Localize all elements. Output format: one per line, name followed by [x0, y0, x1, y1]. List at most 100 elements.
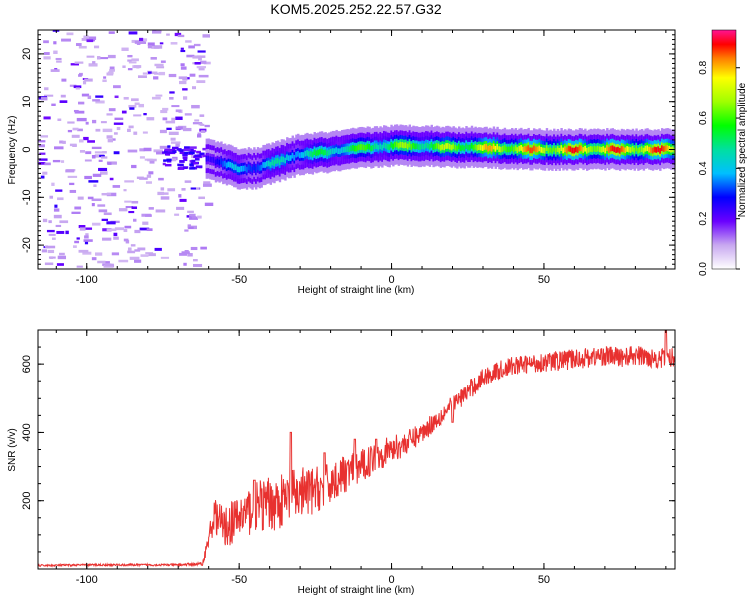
- spectral-signal-mark: [395, 141, 399, 148]
- spectral-noise-mark: [91, 154, 96, 159]
- spectral-noise-mark: [91, 257, 97, 261]
- spectral-signal-mark: [650, 147, 653, 153]
- spectral-noise-mark: [87, 95, 92, 99]
- spectral-signal-mark: [222, 161, 225, 167]
- spectral-noise-mark: [199, 128, 207, 132]
- spectral-noise-mark: [153, 149, 163, 153]
- spectral-noise-mark: [55, 224, 62, 228]
- spectral-noise-mark: [82, 80, 87, 85]
- spectral-signal-mark: [666, 145, 669, 151]
- spectral-signal-mark: [353, 145, 357, 152]
- spectral-signal-mark: [571, 147, 574, 154]
- spectral-noise-mark: [97, 204, 106, 207]
- spectral-signal-mark: [340, 147, 344, 153]
- spectral-noise-mark: [172, 150, 177, 154]
- spectral-signal-mark: [445, 143, 448, 149]
- spectral-signal-mark: [521, 146, 525, 153]
- x-tick-label: -50: [231, 574, 247, 586]
- spectral-noise-mark: [194, 158, 200, 161]
- snr-panel: -100 -50 0 50 200 400 600 Height of straight l…: [7, 329, 676, 596]
- spectral-noise-mark: [128, 31, 138, 35]
- spectral-noise-mark: [193, 43, 201, 47]
- spectral-noise-mark: [83, 136, 89, 141]
- spectral-signal-mark: [447, 143, 450, 149]
- spectral-noise-mark: [84, 175, 92, 180]
- spectral-noise-mark: [131, 164, 137, 169]
- spectral-signal-mark: [613, 146, 616, 153]
- spectral-noise-mark: [124, 180, 134, 183]
- spectral-noise-mark: [145, 252, 154, 255]
- spectral-noise-mark: [164, 148, 171, 152]
- spectral-noise-mark: [95, 95, 104, 98]
- spectral-signal-mark: [593, 145, 596, 152]
- spectral-noise-mark: [190, 146, 197, 149]
- spectral-signal-mark: [500, 146, 503, 153]
- spectral-signal-mark: [383, 142, 386, 149]
- spectral-signal-mark: [212, 157, 216, 163]
- spectral-noise-mark: [113, 151, 120, 155]
- spectral-signal-mark: [434, 143, 437, 150]
- spectral-signal-mark: [565, 147, 569, 154]
- spectral-noise-mark: [165, 120, 176, 124]
- spectral-signal-mark: [584, 145, 587, 152]
- spectral-signal-mark: [646, 145, 649, 152]
- spectral-noise-mark: [56, 60, 62, 63]
- spectral-signal-mark: [525, 146, 529, 153]
- spectral-noise-mark: [73, 109, 79, 113]
- spectral-signal-mark: [586, 147, 589, 154]
- y-tick-label: 400: [21, 423, 33, 441]
- spectral-noise-mark: [102, 151, 107, 154]
- spectral-noise-mark: [124, 200, 132, 203]
- spectral-signal-mark: [624, 147, 627, 154]
- spectral-noise-mark: [169, 91, 175, 94]
- spectral-noise-mark: [81, 93, 90, 97]
- spectral-signal-mark: [302, 152, 305, 158]
- spectral-signal-mark: [322, 149, 326, 156]
- spectral-noise-mark: [149, 160, 155, 164]
- spectral-signal-mark: [441, 144, 444, 150]
- spectral-noise-mark: [99, 154, 105, 157]
- spectral-signal-mark: [337, 148, 340, 155]
- spectral-noise-mark: [188, 226, 194, 229]
- spectral-noise-mark: [108, 108, 116, 112]
- spectral-signal-mark: [233, 164, 236, 171]
- spectral-signal-mark: [276, 157, 280, 164]
- spectral-noise-mark: [85, 151, 92, 155]
- spectral-noise-mark: [41, 249, 47, 253]
- spectral-signal-mark: [264, 162, 267, 168]
- spectral-noise-mark: [131, 98, 139, 102]
- spectral-noise-mark: [191, 86, 197, 90]
- spectral-noise-mark: [88, 180, 99, 183]
- spectral-signal-mark: [417, 144, 421, 150]
- spectral-noise-mark: [118, 208, 128, 212]
- spectral-signal-mark: [370, 145, 373, 152]
- spectral-noise-mark: [40, 135, 49, 138]
- spectral-signal-mark: [598, 146, 602, 153]
- spectral-noise-mark: [167, 145, 171, 148]
- spectral-signal-mark: [644, 145, 647, 152]
- spectral-signal-mark: [242, 165, 245, 172]
- spectral-noise-mark: [166, 33, 170, 36]
- spectral-noise-mark: [69, 182, 75, 186]
- spectral-signal-mark: [275, 158, 278, 164]
- spectral-noise-mark: [142, 72, 151, 75]
- spectral-noise-mark: [127, 149, 138, 153]
- spectral-noise-mark: [184, 229, 189, 232]
- spectral-signal-mark: [265, 160, 269, 167]
- spectral-signal-mark: [467, 144, 470, 151]
- spectral-noise-mark: [43, 56, 51, 60]
- spectral-signal-mark: [551, 147, 554, 154]
- spectral-noise-mark: [107, 71, 114, 75]
- spectral-noise-mark: [189, 163, 194, 166]
- spectral-signal-mark: [468, 144, 472, 151]
- spectral-noise-mark: [203, 61, 211, 65]
- spectral-noise-mark: [204, 202, 214, 207]
- spectral-signal-mark: [606, 145, 609, 151]
- spectral-signal-mark: [306, 150, 309, 156]
- spectral-noise-mark: [182, 153, 188, 157]
- spectral-noise-mark: [79, 150, 86, 153]
- spectral-signal-mark: [454, 144, 457, 151]
- y-tick-label: 600: [21, 355, 33, 373]
- spectral-noise-mark: [176, 206, 185, 210]
